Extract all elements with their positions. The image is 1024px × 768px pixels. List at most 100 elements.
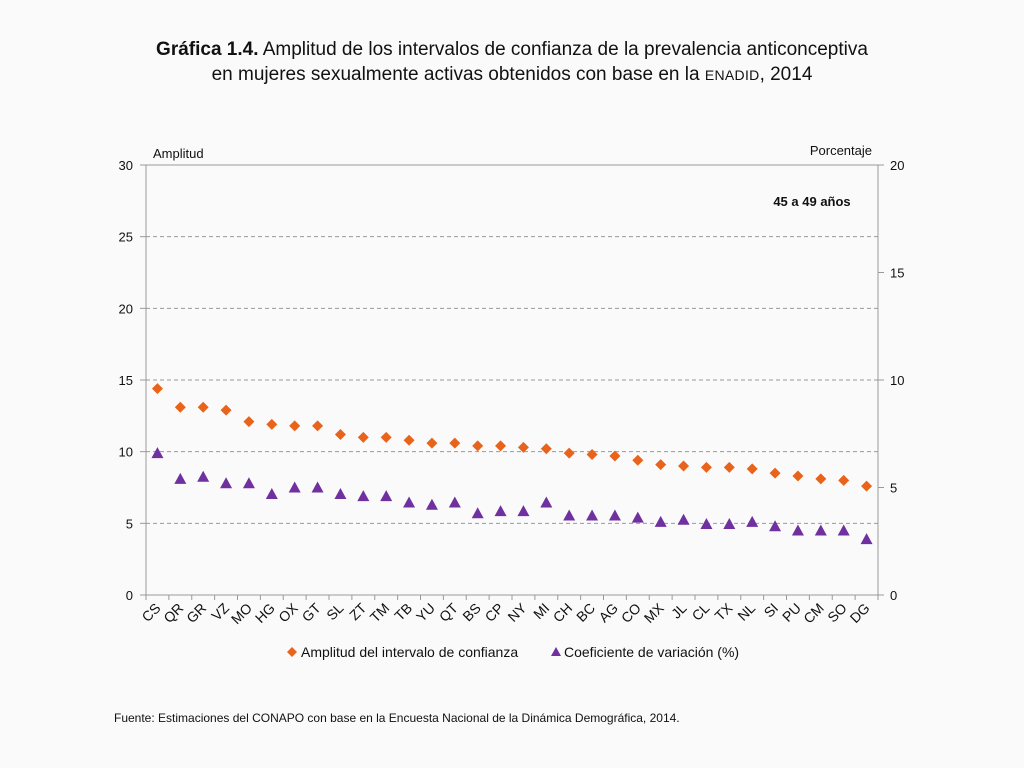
triangle-point (517, 505, 530, 517)
diamond-point (289, 420, 301, 432)
x-tick-label: NL (734, 600, 758, 624)
y-right-tick-label: 15 (890, 266, 904, 281)
diamond-point (495, 440, 507, 452)
diamond-point (792, 470, 804, 482)
triangle-point (608, 509, 621, 521)
triangle-point (242, 477, 255, 489)
triangle-point (471, 507, 484, 519)
y-left-tick-label: 15 (119, 373, 133, 388)
chart-title-acronym: ENADID (704, 67, 760, 83)
diamond-point (334, 428, 346, 440)
diamond-point (151, 383, 163, 395)
x-tick-label: BS (459, 600, 484, 625)
diamond-point (540, 443, 552, 455)
diamond-point (472, 440, 484, 452)
x-tick-label: CL (689, 600, 713, 624)
series-amplitud (151, 383, 873, 492)
x-tick-label: TX (711, 599, 735, 623)
y-right-tick-label: 0 (890, 588, 897, 603)
legend-diamond-marker (287, 647, 297, 657)
diamond-point (220, 404, 232, 416)
diamond-point (609, 450, 621, 462)
triangle-point (151, 447, 164, 459)
triangle-point (265, 487, 278, 499)
x-tick-label: GT (299, 599, 324, 624)
diamond-point (838, 474, 850, 486)
y-left-tick-label: 0 (126, 588, 133, 603)
triangle-point (288, 481, 301, 493)
chart-title-text-1: Amplitud de los intervalos de confianza … (258, 39, 868, 60)
diamond-point (517, 441, 529, 453)
x-tick-label: DG (847, 600, 873, 626)
triangle-point (814, 524, 827, 536)
legend-triangle-marker (551, 647, 561, 656)
triangle-point (425, 498, 438, 510)
chart-title-line2: en mujeres sexualmente activas obtenidos… (0, 62, 1024, 88)
diamond-point (243, 416, 255, 428)
triangle-point (860, 533, 873, 545)
legend-label-amplitud: Amplitud del intervalo de confianza (301, 644, 518, 660)
chart-title-year: , 2014 (759, 64, 813, 85)
x-tick-label: QR (160, 600, 186, 626)
x-tick-label: HG (252, 600, 278, 626)
y-left-label: Amplitud (153, 146, 204, 161)
data-marks (151, 383, 873, 545)
x-tick-label: TM (367, 600, 393, 626)
triangle-point (700, 518, 713, 530)
x-tick-label: SL (323, 600, 347, 624)
diamond-point (632, 454, 644, 466)
triangle-point (334, 487, 347, 499)
x-tick-label: ZT (346, 599, 370, 623)
x-tick-label: GR (183, 600, 209, 626)
y-right-tick-label: 20 (890, 158, 904, 173)
legend: Amplitud del intervalo de confianza Coef… (287, 644, 739, 660)
diamond-point (678, 460, 690, 472)
x-tick-label: SO (824, 600, 850, 626)
diamond-point (769, 467, 781, 479)
series-coeficiente (151, 447, 873, 545)
diamond-point (197, 401, 209, 413)
triangle-point (403, 496, 416, 508)
triangle-point (837, 524, 850, 536)
x-tick-label: YU (413, 600, 438, 625)
gridlines (146, 236, 878, 524)
x-tick-label: BC (573, 600, 598, 625)
x-tick-label: NY (504, 599, 530, 625)
triangle-point (631, 511, 644, 523)
triangle-point (563, 509, 576, 521)
x-tick-label: MI (530, 600, 552, 622)
triangle-point (357, 490, 370, 502)
triangle-point (791, 524, 804, 536)
diamond-point (312, 420, 324, 432)
x-tick-label: CH (550, 600, 576, 626)
chart-title-line1: Gráfica 1.4. Amplitud de los intervalos … (0, 37, 1024, 62)
x-tick-label: CM (800, 600, 827, 627)
diamond-point (723, 461, 735, 473)
y-left-tick-label: 30 (119, 158, 133, 173)
diamond-point (403, 434, 415, 446)
diamond-point (746, 463, 758, 475)
y-left-tick-label: 10 (119, 445, 133, 460)
triangle-point (723, 518, 736, 530)
triangle-point (380, 490, 393, 502)
diamond-point (655, 459, 667, 471)
x-tick-label: OX (275, 599, 301, 625)
diamond-point (174, 401, 186, 413)
triangle-point (448, 496, 461, 508)
triangle-point (769, 520, 782, 532)
y-left-tick-label: 20 (119, 301, 133, 316)
triangle-point (197, 470, 210, 482)
chart-canvas: 0 5 10 15 20 25 30 0 5 10 15 20 Amplitud Porcentaje… (119, 143, 905, 660)
y-right-tick-label: 5 (890, 481, 897, 496)
diamond-point (563, 447, 575, 459)
source-note: Fuente: Estimaciones del CONAPO con base… (114, 711, 680, 725)
x-tick-label: CS (138, 600, 163, 625)
triangle-point (311, 481, 324, 493)
diamond-point (426, 437, 438, 449)
y-left-tick-label: 25 (119, 230, 133, 245)
axis-ticks: 0 5 10 15 20 25 30 0 5 10 15 20 (119, 158, 905, 603)
triangle-point (586, 509, 599, 521)
y-left-tick-label: 5 (126, 516, 133, 531)
